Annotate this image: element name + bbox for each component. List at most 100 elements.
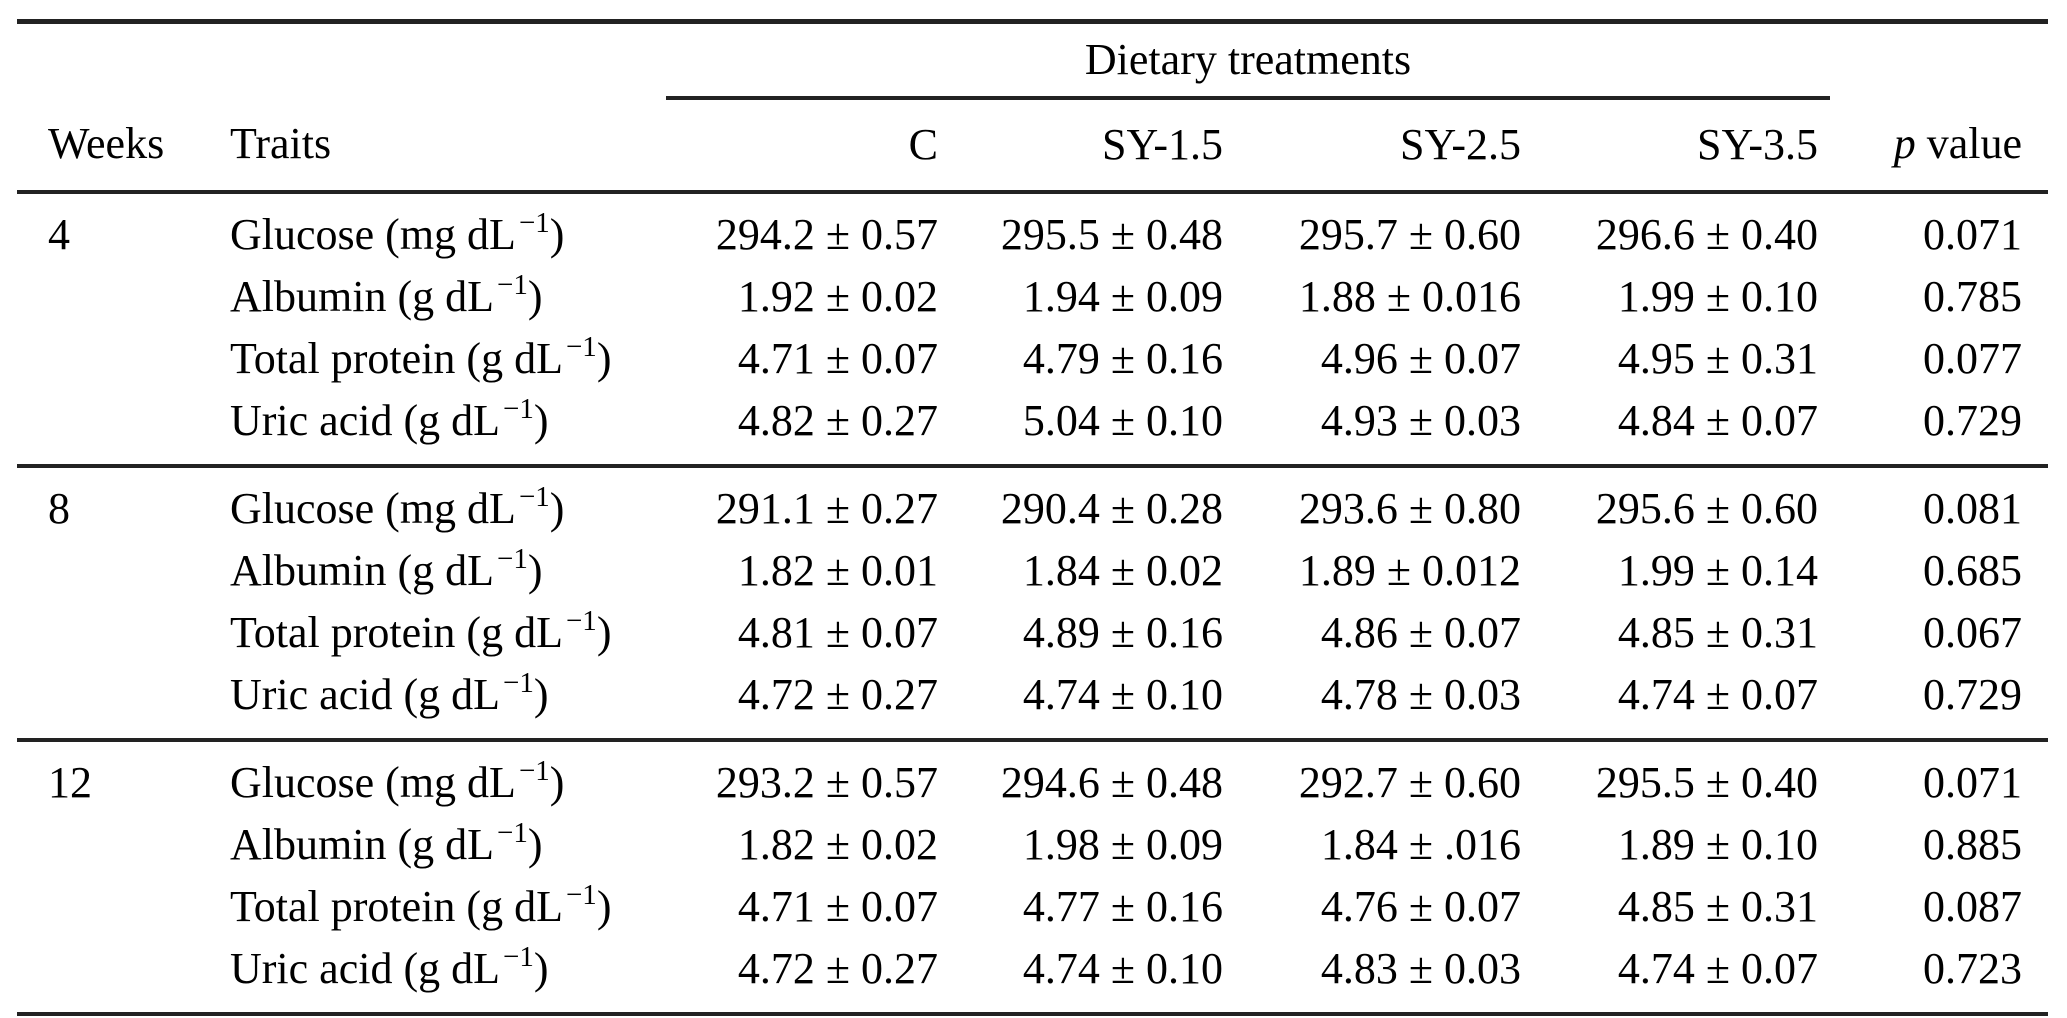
trait-cell: Albumin (g dL −1) [230,269,543,322]
p-value-cell: 0.071 [1923,210,2023,259]
value-cell: 292.7 ± 0.60 [1235,738,1533,814]
unit-exponent: −1 [565,331,597,363]
week-cell: 4 [48,210,70,259]
table-row: 4 Glucose (mg dL −1) 294.2 ± 0.57 295.5 ± 0.… [17,192,2048,266]
value-cell: 1.82 ± 0.02 [737,820,938,869]
value-cell: 4.96 ± 0.07 [1320,334,1521,383]
p-value-cell: 0.685 [1923,546,2023,595]
treatment-column-header-sy25: SY-2.5 [1235,98,1533,194]
value-cell: 4.78 ± 0.03 [1320,670,1521,719]
table-body: 4 Glucose (mg dL −1) 294.2 ± 0.57 295.5 ± 0.… [17,192,2049,1014]
trait-cell: Total protein (g dL −1) [230,879,612,932]
biochemical-traits-table: Dietary treatments Weeks Traits C SY-1.5… [17,19,2049,1016]
column-header-row: Weeks Traits C SY-1.5 SY-2.5 SY-3.5 p va… [17,98,2049,194]
value-cell: 1.82 ± 0.01 [737,546,938,595]
weeks-column-header: Weeks [17,98,230,194]
value-cell: 1.92 ± 0.02 [737,272,938,321]
unit-exponent: −1 [496,269,528,301]
unit-exponent: −1 [518,207,550,239]
unit-exponent: −1 [503,667,534,699]
value-cell: 4.79 ± 0.16 [1022,334,1223,383]
value-cell: 1.89 ± 0.012 [1298,546,1521,595]
dietary-treatments-header: Dietary treatments [666,21,1831,100]
p-value-cell: 0.885 [1923,820,2023,869]
trait-cell: Glucose (mg dL −1) [230,464,666,540]
value-cell: 4.85 ± 0.31 [1617,882,1819,931]
p-value-cell: 0.785 [1923,272,2023,321]
trait-cell: Glucose (mg dL −1) [230,207,565,260]
value-cell: 4.95 ± 0.31 [1617,334,1819,383]
table-row: Uric acid (g dL −1) 4.72 ± 0.27 4.74 ± 0.10… [17,938,2048,1014]
value-cell: 4.72 ± 0.27 [737,670,938,719]
week-cell: 8 [17,464,230,740]
value-cell: 294.6 ± 0.48 [950,738,1235,814]
value-cell: 295.6 ± 0.60 [1533,464,1831,540]
value-cell: 4.83 ± 0.03 [1320,944,1521,993]
value-cell: 4.81 ± 0.07 [737,608,938,657]
trait-cell: Glucose (mg dL −1) [230,738,666,814]
table-row: Uric acid (g dL −1) 4.82 ± 0.27 5.04 ± 0.10… [17,390,2048,466]
unit-exponent: −1 [518,755,550,787]
value-cell: 1.88 ± 0.016 [1298,272,1521,321]
value-cell: 4.82 ± 0.27 [737,396,938,445]
value-cell: 293.2 ± 0.57 [666,738,950,814]
week-cell: 12 [17,738,230,1014]
trait-cell: Uric acid (g dL −1) [230,393,549,446]
trait-cell: Uric acid (g dL −1) [230,667,549,720]
table-row: 12 Glucose (mg dL −1) 293.2 ± 0.57 294.6 ± 0… [17,738,2049,1014]
unit-exponent: −1 [565,605,597,637]
spacer-cell [17,22,666,99]
p-value-cell: 0.087 [1923,882,2023,931]
trait-cell: Uric acid (g dL −1) [230,941,549,994]
value-cell: 4.77 ± 0.16 [1022,882,1223,931]
unit-exponent: −1 [496,543,528,575]
unit-exponent: −1 [565,879,597,911]
value-cell: 295.5 ± 0.40 [1533,738,1831,814]
value-cell: 4.86 ± 0.07 [1320,608,1521,657]
table-row: Albumin (g dL −1) 1.92 ± 0.02 1.94 ± 0.09 1.… [17,266,2048,328]
unit-exponent: −1 [496,817,528,849]
trait-cell: Total protein (g dL −1) [230,605,612,658]
spacer-cell [1830,22,2048,99]
value-cell: 4.89 ± 0.16 [1022,608,1223,657]
value-cell: 4.74 ± 0.07 [1617,670,1819,719]
value-cell: 295.5 ± 0.48 [1000,210,1223,259]
value-cell: 5.04 ± 0.10 [1022,396,1223,445]
value-cell: 4.85 ± 0.31 [1617,608,1819,657]
value-cell: 4.74 ± 0.07 [1617,944,1819,993]
value-cell: 1.98 ± 0.09 [1022,820,1223,869]
value-cell: 291.1 ± 0.27 [666,464,950,540]
value-cell: 4.74 ± 0.10 [1022,944,1223,993]
unit-exponent: −1 [503,941,534,973]
value-cell: 294.2 ± 0.57 [715,210,938,259]
trait-cell: Albumin (g dL −1) [230,543,543,596]
treatment-column-header-sy15: SY-1.5 [950,98,1235,194]
unit-exponent: −1 [503,393,534,425]
value-cell: 4.76 ± 0.07 [1320,882,1521,931]
value-cell: 4.93 ± 0.03 [1320,396,1521,445]
value-cell: 4.84 ± 0.07 [1617,396,1819,445]
treatment-column-header-c: C [666,98,950,194]
value-cell: 1.94 ± 0.09 [1022,272,1223,321]
value-cell: 293.6 ± 0.80 [1235,464,1533,540]
p-rest: value [1926,119,2023,168]
p-value-cell: 0.729 [1923,670,2023,719]
value-cell: 4.71 ± 0.07 [737,882,938,931]
treatment-column-header-sy35: SY-3.5 [1533,98,1831,194]
table-row: Total protein (g dL −1) 4.71 ± 0.07 4.77 ± … [17,876,2048,938]
table-row: Uric acid (g dL −1) 4.72 ± 0.27 4.74 ± 0.10… [17,664,2048,740]
p-value-column-header: p value [1830,98,2049,194]
table-row: Albumin (g dL −1) 1.82 ± 0.02 1.98 ± 0.09 1.… [17,814,2048,876]
table-header: Dietary treatments Weeks Traits C SY-1.5… [17,21,2049,194]
p-value-cell: 0.729 [1923,396,2023,445]
value-cell: 1.84 ± 0.02 [1022,546,1223,595]
table-row: Total protein (g dL −1) 4.71 ± 0.07 4.79 ± … [17,328,2048,390]
traits-column-header: Traits [230,98,666,194]
p-value-cell: 0.067 [1923,608,2023,657]
value-cell: 290.4 ± 0.28 [950,464,1235,540]
value-cell: 4.74 ± 0.10 [1022,670,1223,719]
trait-cell: Albumin (g dL −1) [230,817,543,870]
value-cell: 1.99 ± 0.10 [1617,272,1819,321]
table-row: 8 Glucose (mg dL −1) 291.1 ± 0.27 290.4 ± 0.… [17,464,2049,740]
